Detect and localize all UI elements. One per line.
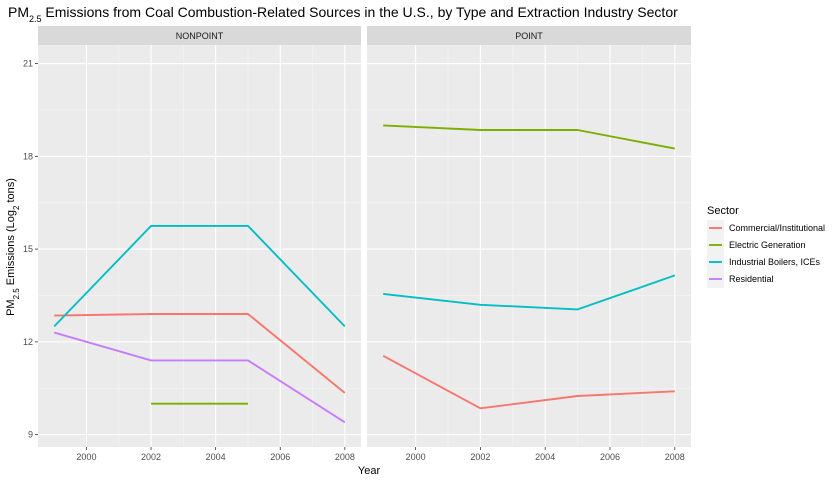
- series-line-point-electric-generation: [383, 124, 675, 150]
- series-line-nonpoint-residential: [53, 331, 346, 424]
- panel-point: POINT 2000 2002 2004 2006 2008: [367, 26, 691, 462]
- panel-background-point: [367, 45, 691, 447]
- series-line-nonpoint-industrial-boilers-ices: [53, 224, 346, 328]
- series-line-nonpoint-commercial-institutional: [54, 313, 346, 394]
- x-tick-label-point-2000: 2000: [406, 452, 426, 462]
- panel-nonpoint: NONPOINT 2000 2002 2004 2006 2008 9 12 15 18 21: [23, 26, 361, 462]
- x-tick-label-point-2004: 2004: [535, 452, 555, 462]
- legend-item-residential: Residential: [707, 271, 774, 288]
- series-line-point-commercial-institutional: [382, 354, 675, 410]
- legend-item-electric-generation: Electric Generation: [707, 237, 806, 254]
- legend-label-commercial-institutional: Commercial/Institutional: [729, 223, 825, 233]
- y-tick-label-12: 12: [23, 337, 33, 347]
- x-tick-label-nonpoint-2008: 2008: [335, 452, 355, 462]
- y-tick-label-9: 9: [28, 430, 33, 440]
- legend-item-industrial-boilers-ices: Industrial Boilers, ICEs: [707, 254, 821, 271]
- x-tick-label-nonpoint-2006: 2006: [270, 452, 290, 462]
- x-tick-label-nonpoint-2002: 2002: [141, 452, 161, 462]
- legend: Sector Commercial/Institutional Electric …: [707, 205, 825, 288]
- series-line-point-industrial-boilers-ices: [383, 274, 676, 311]
- y-tick-label-15: 15: [23, 244, 33, 254]
- legend-item-commercial-institutional: Commercial/Institutional: [707, 220, 825, 237]
- y-tick-label-18: 18: [23, 151, 33, 161]
- legend-label-electric-generation: Electric Generation: [729, 240, 806, 250]
- x-axis-title: Year: [358, 465, 381, 477]
- chart-title: PM2.5 Emissions from Coal Combustion-Rel…: [8, 4, 678, 24]
- strip-nonpoint: [38, 26, 361, 45]
- facet-panels: NONPOINT 2000 2002 2004 2006 2008 9 12 15 18 21 POI…: [23, 26, 691, 462]
- x-tick-label-nonpoint-2000: 2000: [76, 452, 96, 462]
- y-tick-label-21: 21: [23, 59, 33, 69]
- x-tick-label-point-2008: 2008: [665, 452, 685, 462]
- x-tick-label-nonpoint-2004: 2004: [206, 452, 226, 462]
- panel-background-nonpoint: [38, 45, 361, 447]
- legend-label-residential: Residential: [729, 274, 774, 284]
- legend-title: Sector: [707, 205, 739, 217]
- legend-label-industrial-boilers-ices: Industrial Boilers, ICEs: [729, 257, 821, 267]
- x-tick-label-point-2002: 2002: [470, 452, 490, 462]
- y-axis-title: PM2.5 Emissions (Log2 tons): [5, 178, 21, 316]
- strip-point: [367, 26, 691, 45]
- x-tick-label-point-2006: 2006: [600, 452, 620, 462]
- strip-label-nonpoint: NONPOINT: [176, 31, 224, 41]
- strip-label-point: POINT: [515, 31, 543, 41]
